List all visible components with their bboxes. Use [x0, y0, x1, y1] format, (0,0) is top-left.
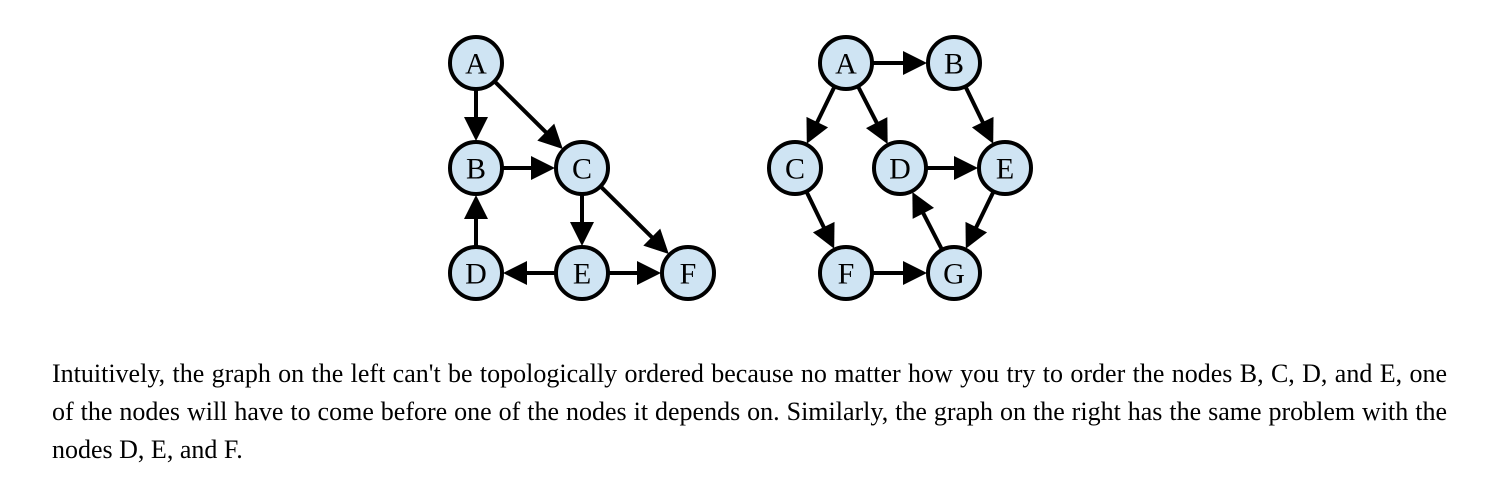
node-a: A	[448, 35, 504, 91]
node-b: B	[926, 35, 982, 91]
node-label: B	[944, 48, 964, 81]
edge-d-to-e	[926, 156, 978, 180]
arrowhead	[570, 222, 594, 246]
edge-a-to-b	[464, 89, 488, 141]
edge-b-to-c	[502, 156, 555, 180]
left-graph: A B C D E F	[448, 35, 716, 301]
edge-b-to-e	[963, 85, 994, 144]
node-label: D	[465, 258, 487, 291]
edge-e-to-d	[503, 261, 556, 285]
arrowhead	[806, 116, 829, 144]
node-d: D	[448, 245, 504, 301]
arrowhead	[971, 116, 994, 144]
arrowhead	[812, 221, 835, 249]
node-d: D	[872, 140, 928, 196]
node-c: C	[554, 140, 610, 196]
node-label: E	[996, 153, 1014, 186]
arrowhead	[643, 228, 669, 254]
node-label: A	[465, 48, 487, 81]
edge-d-to-b	[464, 195, 488, 247]
node-f: F	[818, 245, 874, 301]
arrowhead	[503, 261, 527, 285]
node-a: A	[818, 35, 874, 91]
edge-a-to-b	[872, 51, 927, 75]
node-c: C	[767, 140, 823, 196]
node-g: G	[926, 245, 982, 301]
arrowhead	[637, 261, 661, 285]
arrowhead	[912, 192, 934, 219]
node-f: F	[660, 245, 716, 301]
edge-a-to-c	[806, 85, 837, 144]
arrowhead	[866, 117, 888, 144]
edge-g-to-d	[912, 192, 944, 251]
edge-c-to-f	[804, 190, 835, 249]
node-label: E	[573, 258, 591, 291]
node-b: B	[448, 140, 504, 196]
node-label: A	[835, 48, 857, 81]
edge-e-to-g	[965, 190, 996, 249]
caption-text: Intuitively, the graph on the left can't…	[52, 359, 1447, 464]
node-e: E	[554, 245, 610, 301]
arrowhead	[537, 123, 563, 149]
node-e: E	[977, 140, 1033, 196]
edge-a-to-d	[856, 85, 888, 144]
edge-c-to-f	[599, 184, 669, 254]
node-label: C	[572, 153, 592, 186]
node-label: G	[943, 258, 965, 291]
edge-c-to-e	[570, 194, 594, 246]
arrowhead	[464, 117, 488, 141]
node-label: C	[785, 153, 805, 186]
arrowhead	[954, 156, 978, 180]
node-label: B	[466, 153, 486, 186]
node-label: F	[680, 258, 697, 291]
node-label: D	[889, 153, 911, 186]
node-label: F	[838, 258, 855, 291]
arrowhead	[903, 261, 927, 285]
arrowhead	[903, 51, 927, 75]
right-graph: A B C D E F G	[767, 35, 1033, 301]
arrowhead	[464, 195, 488, 219]
edge-f-to-g	[872, 261, 927, 285]
edge-a-to-c	[493, 79, 563, 149]
arrowhead	[965, 221, 988, 249]
arrowhead	[531, 156, 555, 180]
graph-diagram: A B C D E F A B C D E F G	[448, 35, 1033, 301]
edge-e-to-f	[608, 261, 661, 285]
